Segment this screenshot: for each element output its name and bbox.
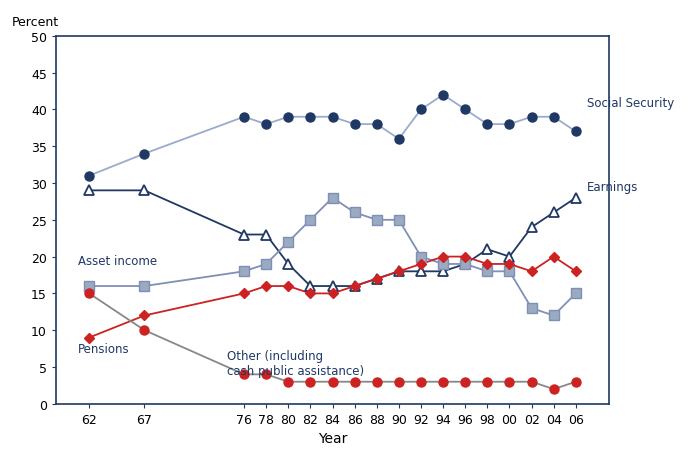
Text: Social Security: Social Security — [587, 96, 674, 109]
X-axis label: Year: Year — [318, 431, 347, 445]
Text: Other (including
cash public assistance): Other (including cash public assistance) — [228, 349, 365, 377]
Text: Pensions: Pensions — [78, 342, 130, 355]
Text: Percent: Percent — [12, 17, 59, 29]
Text: Asset income: Asset income — [78, 254, 158, 267]
Text: Earnings: Earnings — [587, 181, 638, 194]
